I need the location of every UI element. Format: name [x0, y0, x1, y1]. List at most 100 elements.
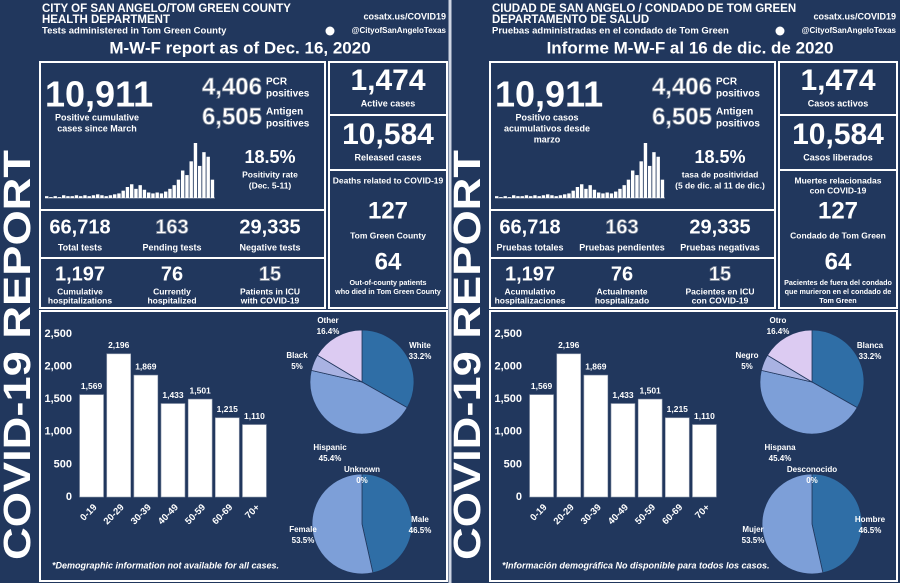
- positive-label: marzo: [534, 134, 561, 144]
- pcr-label: positives: [266, 89, 310, 100]
- hospital-label: with COVID-19: [240, 295, 300, 305]
- spark-bar: [614, 191, 618, 198]
- spark-bar: [567, 193, 571, 198]
- spark-bar: [108, 195, 113, 198]
- spark-bar: [142, 189, 147, 198]
- antigen-label: Antigen: [716, 107, 753, 118]
- pie-value-label: 16.4%: [317, 327, 340, 336]
- bar: [583, 374, 609, 498]
- pie-label: Mujer: [742, 525, 763, 534]
- spark-bar: [639, 161, 643, 198]
- spark-bar: [537, 196, 541, 198]
- spark-bar: [83, 195, 87, 198]
- pie-label: Hispana: [764, 443, 796, 452]
- test-value: 163: [605, 216, 638, 238]
- y-tick-label: 2,500: [44, 328, 72, 340]
- pie-label: Negro: [735, 351, 758, 360]
- pie-value-label: 33.2%: [409, 352, 432, 361]
- deaths-ooc-label: que murieron en el condado de: [785, 287, 892, 296]
- antigen-value: 6,505: [652, 103, 712, 130]
- spark-bar: [189, 161, 193, 198]
- positive-label: cases since March: [57, 123, 137, 133]
- test-label: Pruebas pendientes: [579, 242, 665, 252]
- test-label: Pruebas totales: [496, 242, 563, 252]
- spark-bar: [571, 190, 575, 198]
- test-value: 66,718: [499, 216, 560, 238]
- y-tick-label: 0: [516, 491, 522, 503]
- pie-value-label: 0%: [356, 476, 368, 485]
- spark-bar: [588, 185, 592, 198]
- spark-bar: [53, 196, 57, 198]
- bar: [187, 398, 213, 498]
- hospital-label: Patients in ICU: [240, 286, 300, 296]
- pie-value-label: 46.5%: [409, 526, 432, 535]
- spark-bar: [74, 195, 79, 198]
- spark-bar: [155, 192, 159, 198]
- spark-bar: [113, 194, 117, 198]
- pie-slice: [309, 369, 408, 435]
- spark-bar: [96, 194, 100, 198]
- pcr-label: PCR: [716, 77, 738, 88]
- test-label: Pending tests: [142, 242, 201, 252]
- deaths-county-value: 127: [368, 197, 408, 224]
- spark-bar: [87, 196, 91, 198]
- bar: [215, 417, 240, 498]
- spark-bar: [507, 197, 512, 198]
- antigen-value: 6,505: [202, 103, 262, 130]
- pie-value-label: 5%: [291, 362, 303, 371]
- spark-bar: [643, 143, 648, 198]
- spark-bar: [499, 197, 503, 198]
- side-title: COVID-19 REPORT: [447, 150, 489, 560]
- spark-bar: [529, 196, 533, 198]
- deaths-ooc-label: who died in Tom Green County: [334, 287, 441, 296]
- panel-box: [489, 310, 898, 582]
- spark-bar: [618, 188, 622, 198]
- y-tick-label: 1,000: [494, 426, 522, 438]
- spark-bar: [635, 175, 639, 198]
- y-tick-label: 1,500: [44, 393, 72, 405]
- spark-bar: [185, 175, 189, 198]
- spark-bar: [151, 193, 155, 198]
- hospital-label: hospitalizations: [48, 295, 113, 305]
- spark-bar: [512, 195, 516, 198]
- spark-bar: [626, 179, 631, 198]
- deaths-county-label: Tom Green County: [350, 230, 426, 240]
- footnote: *Información demográfica No disponible p…: [502, 560, 770, 570]
- spark-bar: [652, 152, 656, 198]
- spark-bar: [70, 196, 74, 198]
- released-value: 10,584: [342, 118, 434, 151]
- deaths-ooc-label: Pacientes de fuera del condado: [784, 278, 892, 287]
- positivity-label: (Dec. 5-11): [249, 180, 292, 190]
- spark-bar: [134, 188, 138, 198]
- pie-slice: [811, 329, 865, 409]
- released-label: Released cases: [354, 152, 421, 162]
- y-tick-label: 0: [66, 491, 72, 503]
- hospital-value: 1,197: [55, 263, 105, 285]
- facebook-icon: [325, 26, 335, 36]
- spark-bar: [533, 195, 537, 198]
- y-tick-label: 2,000: [494, 361, 522, 373]
- bar: [79, 394, 104, 498]
- deaths-ooc-value: 64: [375, 248, 402, 275]
- positive-value: 10,911: [45, 74, 153, 115]
- spark-bar: [516, 196, 520, 198]
- spark-bar: [164, 191, 168, 198]
- deaths-ooc-value: 64: [825, 248, 852, 275]
- spark-bar: [49, 197, 53, 198]
- positive-label: acumulativos desde: [504, 123, 590, 133]
- header-social: @CityofSanAngeloTexas: [352, 26, 447, 35]
- pie-value-label: 45.4%: [319, 454, 342, 463]
- bar: [529, 394, 554, 498]
- hospital-label: Acumulativo: [504, 286, 555, 296]
- spark-bar: [495, 196, 499, 198]
- spark-bar: [592, 189, 597, 198]
- bar-value-label: 1,433: [162, 390, 184, 400]
- positivity-value: 18.5%: [694, 147, 745, 167]
- test-label: Negative tests: [239, 242, 300, 252]
- bar-value-label: 1,569: [81, 381, 103, 391]
- spark-bar: [520, 196, 524, 198]
- bar: [610, 403, 636, 498]
- spark-bar: [546, 194, 550, 198]
- header-url: cosatx.us/COVID19: [813, 11, 896, 21]
- spark-bar: [503, 196, 507, 198]
